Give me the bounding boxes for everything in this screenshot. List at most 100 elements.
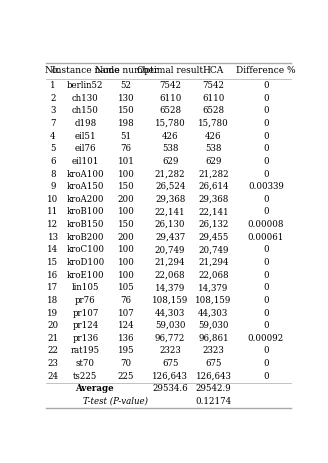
Text: pr107: pr107 — [72, 308, 99, 318]
Text: 0: 0 — [263, 245, 269, 254]
Text: 130: 130 — [118, 94, 134, 103]
Text: 17: 17 — [47, 283, 58, 292]
Text: 4: 4 — [50, 131, 56, 141]
Text: 7542: 7542 — [159, 81, 181, 90]
Text: 198: 198 — [118, 119, 134, 128]
Text: 44,303: 44,303 — [198, 308, 229, 318]
Text: eil76: eil76 — [75, 144, 96, 153]
Text: No.: No. — [45, 67, 61, 75]
Text: 14,379: 14,379 — [155, 283, 185, 292]
Text: 0.00061: 0.00061 — [248, 233, 284, 242]
Text: 6110: 6110 — [159, 94, 181, 103]
Text: lin105: lin105 — [72, 283, 99, 292]
Text: pr76: pr76 — [75, 296, 96, 305]
Text: 2323: 2323 — [159, 346, 181, 356]
Text: kroB150: kroB150 — [67, 220, 104, 229]
Text: 200: 200 — [118, 233, 134, 242]
Text: 22,068: 22,068 — [198, 270, 229, 280]
Text: 0: 0 — [263, 346, 269, 356]
Text: 195: 195 — [118, 346, 134, 356]
Text: 100: 100 — [118, 258, 134, 267]
Text: 150: 150 — [118, 220, 134, 229]
Text: berlin52: berlin52 — [67, 81, 104, 90]
Text: 0.00008: 0.00008 — [248, 220, 284, 229]
Text: 107: 107 — [118, 308, 134, 318]
Text: kroA200: kroA200 — [67, 195, 104, 204]
Text: 7: 7 — [50, 119, 56, 128]
Text: 675: 675 — [205, 359, 222, 368]
Text: eil51: eil51 — [75, 131, 96, 141]
Text: 0: 0 — [263, 359, 269, 368]
Text: 29534.6: 29534.6 — [152, 384, 188, 394]
Text: 108,159: 108,159 — [152, 296, 188, 305]
Text: 29,437: 29,437 — [155, 233, 185, 242]
Text: pr124: pr124 — [72, 321, 99, 330]
Text: 200: 200 — [118, 195, 134, 204]
Text: 1: 1 — [50, 81, 56, 90]
Text: 124: 124 — [118, 321, 134, 330]
Text: 96,772: 96,772 — [155, 334, 185, 343]
Text: 22,141: 22,141 — [155, 207, 185, 216]
Text: 18: 18 — [47, 296, 59, 305]
Text: 538: 538 — [205, 144, 222, 153]
Text: 21,294: 21,294 — [198, 258, 229, 267]
Text: 100: 100 — [118, 245, 134, 254]
Text: 19: 19 — [47, 308, 58, 318]
Text: ch150: ch150 — [72, 106, 99, 115]
Text: T-test (P-value): T-test (P-value) — [84, 397, 149, 406]
Text: 0.12174: 0.12174 — [195, 397, 232, 406]
Text: d198: d198 — [74, 119, 97, 128]
Text: 12: 12 — [47, 220, 58, 229]
Text: 44,303: 44,303 — [155, 308, 185, 318]
Text: 100: 100 — [118, 169, 134, 179]
Text: 0: 0 — [263, 157, 269, 166]
Text: 0: 0 — [263, 283, 269, 292]
Text: ch130: ch130 — [72, 94, 99, 103]
Text: 22,068: 22,068 — [155, 270, 185, 280]
Text: 21,294: 21,294 — [155, 258, 185, 267]
Text: 20: 20 — [47, 321, 58, 330]
Text: 0.00339: 0.00339 — [248, 182, 284, 191]
Text: 426: 426 — [162, 131, 178, 141]
Text: 13: 13 — [48, 233, 58, 242]
Text: 0: 0 — [263, 94, 269, 103]
Text: 76: 76 — [121, 296, 132, 305]
Text: 29542.9: 29542.9 — [195, 384, 231, 394]
Text: ts225: ts225 — [73, 372, 98, 381]
Text: 20,749: 20,749 — [155, 245, 185, 254]
Text: 76: 76 — [121, 144, 132, 153]
Text: 2323: 2323 — [202, 346, 224, 356]
Text: Optimal result: Optimal result — [137, 67, 203, 75]
Text: Difference %: Difference % — [236, 67, 296, 75]
Text: 6528: 6528 — [159, 106, 181, 115]
Text: 7542: 7542 — [202, 81, 224, 90]
Text: 16: 16 — [47, 270, 58, 280]
Text: 100: 100 — [118, 270, 134, 280]
Text: 96,861: 96,861 — [198, 334, 229, 343]
Text: 6528: 6528 — [202, 106, 224, 115]
Text: 126,643: 126,643 — [195, 372, 231, 381]
Text: 29,455: 29,455 — [198, 233, 229, 242]
Text: 108,159: 108,159 — [195, 296, 232, 305]
Text: 0: 0 — [263, 81, 269, 90]
Text: Node number: Node number — [94, 67, 158, 75]
Text: Instance name: Instance name — [51, 67, 119, 75]
Text: 70: 70 — [121, 359, 132, 368]
Text: 8: 8 — [50, 169, 56, 179]
Text: 101: 101 — [118, 157, 134, 166]
Text: 0: 0 — [263, 296, 269, 305]
Text: 21: 21 — [47, 334, 58, 343]
Text: kroB200: kroB200 — [67, 233, 104, 242]
Text: 0: 0 — [263, 321, 269, 330]
Text: 100: 100 — [118, 207, 134, 216]
Text: kroE100: kroE100 — [67, 270, 104, 280]
Text: 150: 150 — [118, 106, 134, 115]
Text: 29,368: 29,368 — [155, 195, 185, 204]
Text: 59,030: 59,030 — [155, 321, 185, 330]
Text: 22,141: 22,141 — [198, 207, 229, 216]
Text: 675: 675 — [162, 359, 178, 368]
Text: st70: st70 — [76, 359, 95, 368]
Text: 0: 0 — [263, 308, 269, 318]
Text: 20,749: 20,749 — [198, 245, 229, 254]
Text: 126,643: 126,643 — [152, 372, 188, 381]
